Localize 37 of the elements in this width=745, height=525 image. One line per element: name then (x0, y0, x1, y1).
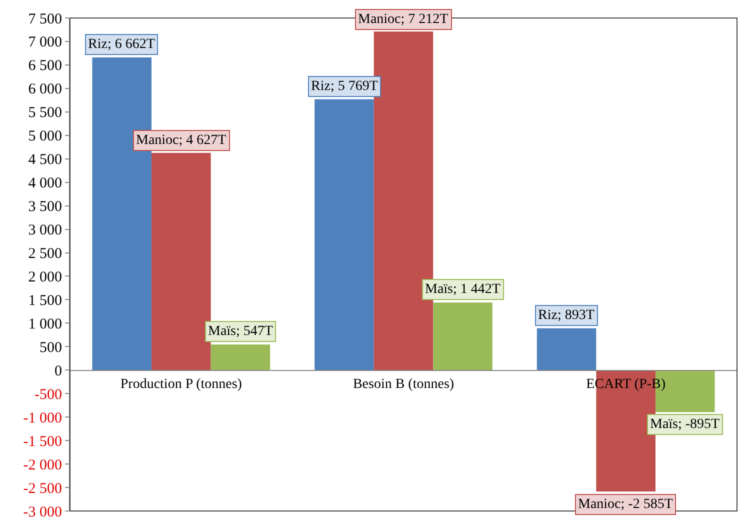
y-tick-label: 6 000 (28, 82, 62, 98)
y-tick-label: 4 000 (28, 176, 62, 192)
y-tick-label: 7 500 (28, 11, 62, 28)
data-label: Riz; 893T (538, 308, 595, 323)
y-tick-label: -500 (34, 386, 62, 403)
y-tick-label: 1 500 (28, 292, 62, 309)
bar (433, 302, 492, 370)
y-tick-label: 7 000 (28, 34, 62, 51)
y-tick-label: -1 500 (23, 434, 62, 450)
data-label: Manioc; 4 627T (136, 133, 227, 148)
bar (536, 328, 596, 370)
y-tick-label: 2 500 (28, 246, 62, 262)
y-tick-label: -1 000 (23, 410, 62, 426)
data-label: Riz; 5 769T (311, 79, 378, 94)
y-tick-label: 3 000 (28, 222, 62, 239)
bar (314, 99, 374, 370)
data-label: Riz; 6 662T (88, 37, 156, 52)
data-label: Maïs; 1 442T (425, 282, 501, 297)
y-tick-label: -2 500 (23, 480, 62, 497)
x-tick-label: Production P (tonnes) (120, 376, 242, 392)
bar (210, 344, 270, 370)
data-label: Manioc; -2 585T (578, 497, 674, 512)
y-tick-label: 4 500 (28, 152, 62, 168)
y-tick-label: -2 000 (23, 457, 62, 474)
data-label: Maïs; -895T (650, 417, 720, 432)
y-tick-label: 5 500 (28, 105, 62, 122)
y-tick-label: 1 000 (28, 316, 62, 332)
data-label: Manioc; 7 212T (358, 12, 449, 27)
y-tick-label: 500 (40, 340, 62, 356)
x-tick-label: Besoin B (tonnes) (352, 376, 454, 392)
y-tick-label: 2 000 (28, 269, 62, 286)
y-tick-label: 6 500 (28, 58, 62, 74)
y-tick-label: 3 500 (28, 199, 62, 216)
data-label: Maïs; 547T (208, 324, 274, 339)
y-tick-label: 0 (54, 363, 62, 380)
y-tick-label: 5 000 (28, 128, 62, 145)
y-tick-label: -3 000 (23, 504, 62, 520)
